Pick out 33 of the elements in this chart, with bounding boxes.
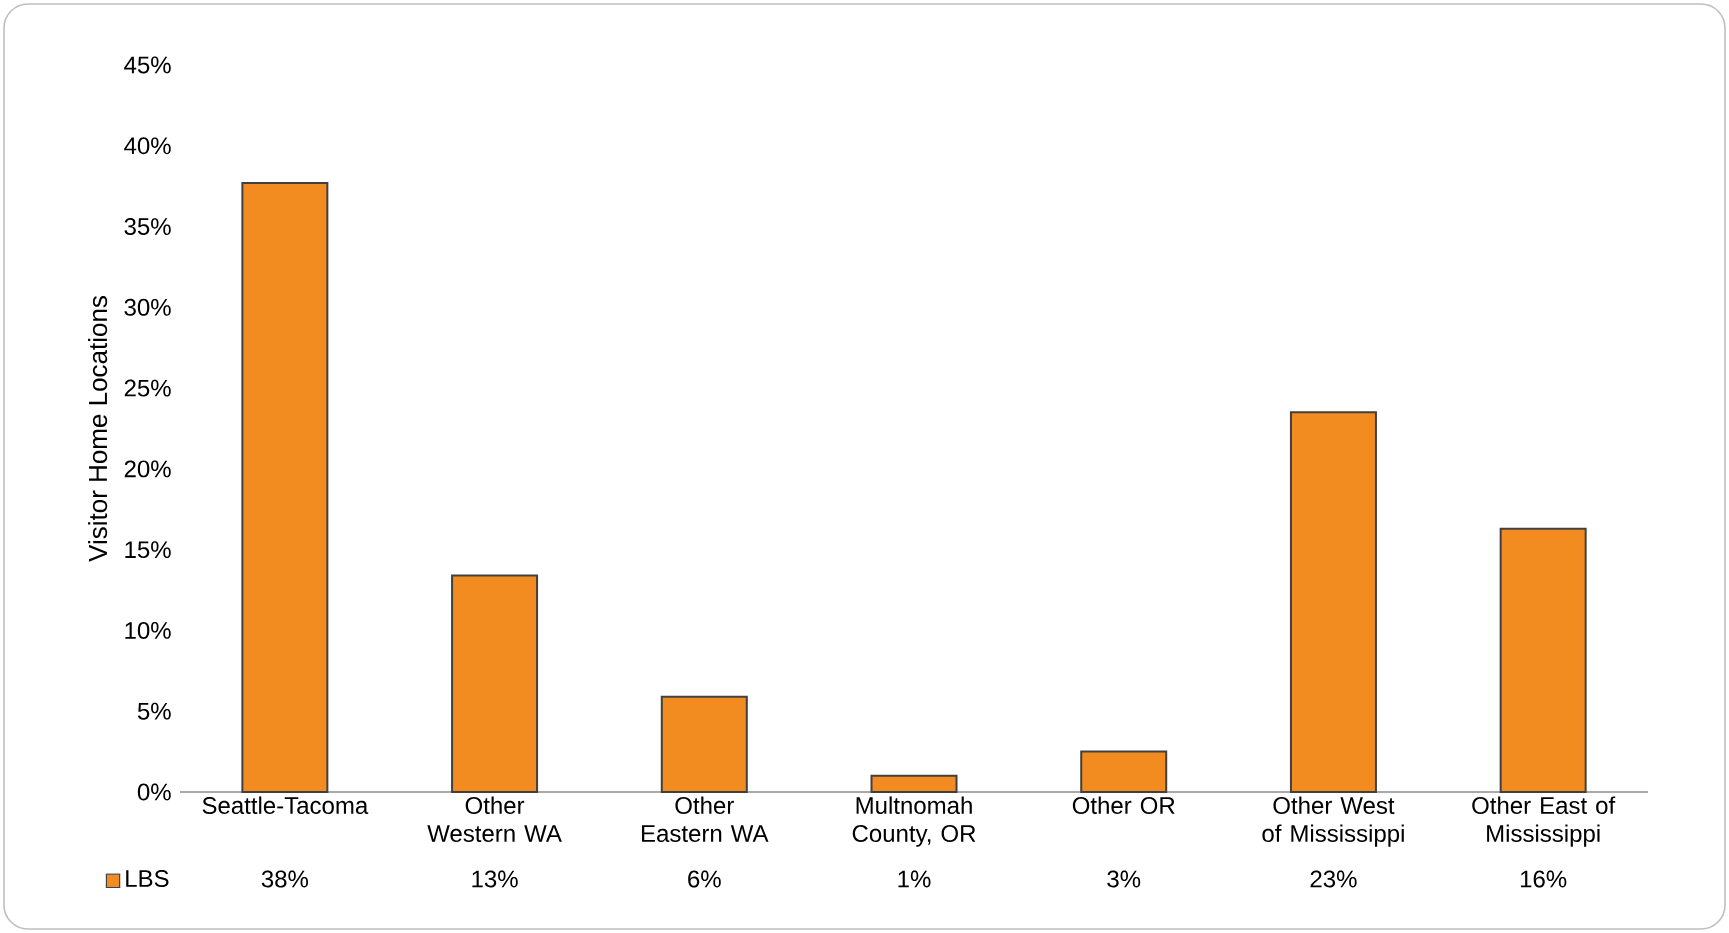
data-label: 3%: [1107, 870, 1141, 888]
x-tick-label: Other East of Mississippi: [1472, 796, 1616, 847]
data-label: 23%: [1310, 870, 1357, 888]
bar: [1289, 411, 1377, 793]
y-axis-title: Visitor Home Locations: [88, 296, 108, 562]
y-tick-label: 25%: [124, 379, 171, 397]
data-label: 13%: [472, 870, 518, 888]
bar: [1499, 527, 1587, 793]
x-tick-label: Multnomah County, OR: [852, 796, 976, 847]
x-tick-label: Other Eastern WA: [642, 796, 769, 843]
y-tick-label: 15%: [125, 541, 171, 559]
y-tick-label: 35%: [124, 218, 171, 236]
x-tick-label: Other Western WA: [427, 796, 562, 843]
y-tick-label: 5%: [137, 702, 171, 720]
legend-label: LBS: [126, 870, 169, 887]
y-tick-label: 30%: [124, 298, 171, 316]
x-tick-label: Other West of Mississippi: [1262, 796, 1404, 847]
data-label: 38%: [261, 870, 309, 888]
data-label: 1%: [898, 870, 931, 888]
x-tick-label: Seattle-Tacoma: [202, 796, 369, 815]
y-tick-label: 20%: [124, 460, 171, 478]
y-tick-label: 40%: [124, 137, 171, 155]
bar: [451, 574, 539, 793]
data-label: 16%: [1520, 870, 1567, 888]
bar: [660, 695, 748, 793]
bar: [241, 181, 329, 793]
y-tick-label: 45%: [124, 56, 171, 74]
y-tick-label: 0%: [137, 783, 171, 801]
data-label: 6%: [688, 870, 721, 888]
y-tick-label: 10%: [125, 621, 171, 639]
bar: [870, 774, 958, 793]
x-tick-label: Other OR: [1072, 796, 1175, 815]
bar: [1080, 750, 1168, 793]
